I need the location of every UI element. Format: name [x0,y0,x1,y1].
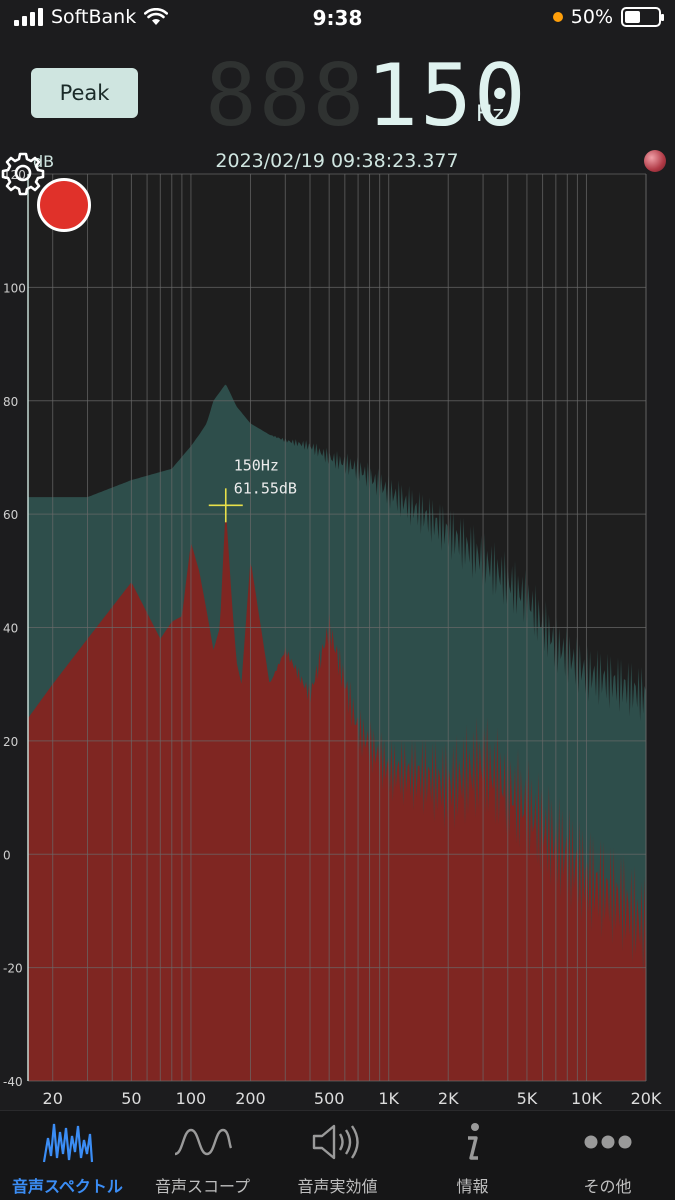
cursor-level: 61.55dB [234,479,297,497]
tab-bar: 音声スペクトル 音声スコープ 音声実効値 情報 [0,1110,675,1200]
y-tick-label: -20 [3,962,23,976]
x-tick-label: 20K [631,1089,662,1108]
tab-info[interactable]: 情報 [405,1111,540,1200]
battery-percent: 50% [570,6,613,28]
tab-rms-label: 音声実効値 [297,1177,378,1196]
cursor-frequency: 150Hz [234,456,279,474]
y-tick-label: 20 [3,735,18,749]
y-tick-label: 100 [3,281,26,295]
signal-icon [14,8,43,26]
tab-info-label: 情報 [456,1177,489,1196]
frequency-value: 150 [366,46,528,146]
current-spectrum-area [28,517,646,1081]
status-led-icon [644,150,666,172]
spectrum-chart[interactable]: 120 100 80 60 40 20 0 -20 -40 20 50 100 200 500 1K 2K 5K… [0,150,675,1110]
y-tick-label: 0 [3,848,11,862]
gear-icon[interactable] [0,150,46,196]
frequency-display: 888150 [205,53,528,139]
timestamp: 2023/02/19 09:38:23.377 [215,150,458,172]
carrier-name: SoftBank [51,6,137,28]
wifi-icon [144,8,169,25]
frequency-ghost-digits: 888 [205,46,367,146]
speaker-icon [312,1124,359,1160]
y-axis-unit: dB [33,152,54,171]
y-tick-label: 60 [3,508,18,522]
frequency-unit: Hz [476,102,505,127]
x-tick-label: 2K [438,1089,459,1108]
tab-spectrum-label: 音声スペクトル [12,1177,123,1196]
x-tick-label: 5K [517,1089,538,1108]
x-tick-label: 20 [43,1089,63,1108]
status-left: SoftBank [14,6,169,28]
x-tick-label: 200 [235,1089,266,1108]
y-tick-label: 80 [3,395,18,409]
x-tick-label: 100 [176,1089,207,1108]
x-tick-label: 1K [378,1089,399,1108]
tab-more[interactable]: その他 [540,1111,675,1200]
mic-indicator-icon [552,12,563,22]
status-right: 50% [552,6,664,28]
x-tick-label: 50 [121,1089,141,1108]
header: Peak 888150 Hz [0,40,675,150]
x-tick-label: 500 [314,1089,345,1108]
y-tick-label: 40 [3,622,18,636]
more-icon [584,1135,631,1149]
y-tick-label: -40 [3,1075,23,1089]
tab-spectrum[interactable]: 音声スペクトル [0,1111,135,1200]
tab-rms[interactable]: 音声実効値 [270,1111,405,1200]
battery-icon [621,7,664,27]
record-button[interactable] [37,178,91,232]
status-bar: SoftBank 9:38 50% [0,0,675,40]
spectrum-icon [42,1123,93,1163]
info-icon [467,1123,479,1160]
peak-mode-button[interactable]: Peak [31,68,138,118]
tab-scope[interactable]: 音声スコープ [135,1111,270,1200]
tab-scope-label: 音声スコープ [154,1177,251,1196]
tab-more-label: その他 [583,1177,632,1196]
clock: 9:38 [312,6,363,30]
wave-icon [174,1128,232,1156]
x-tick-label: 10K [571,1089,602,1108]
